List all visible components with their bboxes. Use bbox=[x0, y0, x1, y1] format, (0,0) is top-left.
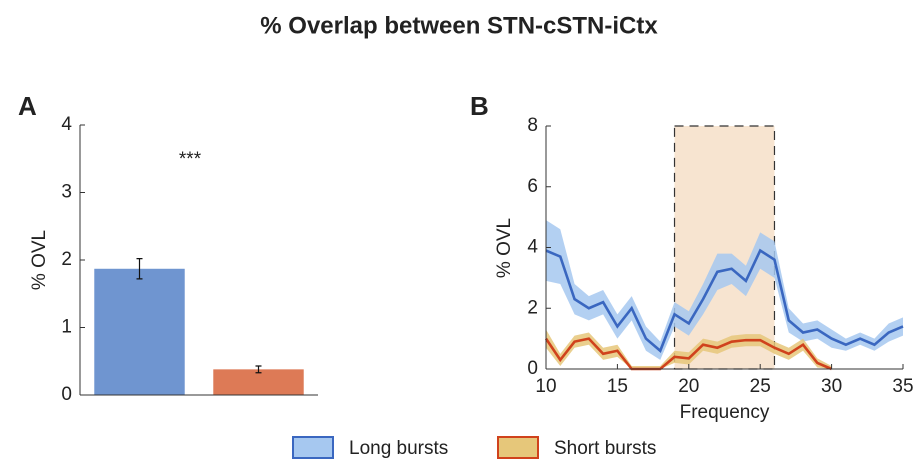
bar bbox=[94, 268, 185, 395]
error-bar bbox=[255, 365, 262, 374]
legend-label: Long bursts bbox=[349, 438, 448, 459]
x-tick-label: 10 bbox=[535, 376, 556, 397]
legend-swatch bbox=[292, 436, 334, 459]
panel-label: B bbox=[470, 91, 489, 121]
x-tick-label: 30 bbox=[821, 376, 842, 397]
line bbox=[544, 337, 833, 371]
x-tick-label: 35 bbox=[892, 376, 913, 397]
legend-label: Short bursts bbox=[554, 438, 656, 459]
panel-label: A bbox=[18, 91, 37, 121]
x-tick-label: 25 bbox=[750, 376, 771, 397]
error-band bbox=[546, 220, 903, 360]
x-tick-label: 20 bbox=[678, 376, 699, 397]
y-tick-label: 2 bbox=[61, 249, 72, 270]
bar bbox=[213, 369, 304, 395]
annotation: *** bbox=[179, 149, 202, 170]
error-bar bbox=[136, 258, 143, 280]
x-axis-label: Frequency bbox=[680, 402, 770, 423]
y-tick-label: 4 bbox=[527, 237, 538, 258]
y-tick-label: 4 bbox=[61, 114, 72, 135]
y-axis-label: % OVL bbox=[494, 218, 515, 278]
y-tick-label: 1 bbox=[61, 317, 72, 338]
legend-swatch bbox=[497, 436, 539, 459]
y-tick-label: 0 bbox=[61, 384, 72, 405]
y-tick-label: 8 bbox=[527, 115, 538, 136]
y-tick-label: 2 bbox=[527, 297, 538, 318]
y-tick-label: 6 bbox=[527, 176, 538, 197]
y-axis-label: % OVL bbox=[29, 230, 50, 290]
y-tick-label: 3 bbox=[61, 182, 72, 203]
line bbox=[545, 248, 904, 353]
figure-title: % Overlap between STN-cSTN-iCtx bbox=[260, 12, 658, 39]
x-tick-label: 15 bbox=[607, 376, 628, 397]
y-tick-label: 0 bbox=[527, 358, 538, 379]
